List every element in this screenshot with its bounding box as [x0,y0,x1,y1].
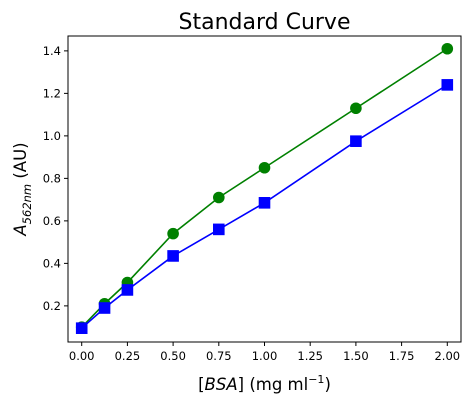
x-axis-label-close: ) [324,375,330,394]
data-point [350,102,362,115]
y-tick-label: 0.8 [43,171,61,185]
series-line-1 [81,48,448,328]
x-axis-label-rest: ] (mg ml [238,375,309,394]
x-tick-label: 0.50 [160,349,186,363]
plot-frame [67,35,462,343]
data-point [258,161,271,174]
x-tick-label: 0.00 [69,349,95,363]
y-tick-label: 1.4 [43,44,61,58]
x-axis-label-exp: −1 [308,373,324,386]
data-point [98,302,111,314]
y-axis-label-var: A [11,224,30,236]
data-point [441,79,454,91]
x-axis-label: [BSA] (mg ml−1) [198,373,331,394]
y-tick-label: 1.2 [43,86,61,100]
data-point [258,197,271,209]
data-point [167,250,179,262]
data-point [75,322,88,334]
x-tick-label: 1.00 [252,349,278,363]
y-tick-label: 0.6 [43,214,61,228]
data-point [213,191,225,204]
x-tick-label: 1.75 [389,349,415,363]
x-tick-label: 1.50 [343,349,369,363]
y-axis-label: A562nm (AU) [11,142,34,236]
data-point [350,135,362,147]
data-point [167,227,179,240]
data-point [121,284,134,296]
y-tick-label: 0.4 [43,256,61,270]
y-axis: 0.2 0.4 0.6 0.8 1.0 1.2 1.4 [43,44,68,313]
x-axis: 0.00 0.25 0.50 0.75 1.00 1.25 1.50 1.75 2.00 [69,342,460,363]
x-tick-label: 0.75 [206,349,232,363]
x-tick-label: 2.00 [434,349,460,363]
chart-title: Standard Curve [179,10,351,35]
x-axis-label-open: [ [198,375,204,394]
x-tick-label: 0.25 [115,349,141,363]
data-point [441,42,454,55]
y-tick-label: 1.0 [43,129,61,143]
y-tick-label: 0.2 [43,299,61,313]
x-tick-label: 1.25 [297,349,323,363]
y-axis-label-unit: (AU) [11,142,30,183]
x-axis-label-var: BSA [205,375,238,394]
data-point [213,223,225,236]
y-axis-label-sub: 562nm [20,184,34,224]
series-layer [75,42,454,334]
